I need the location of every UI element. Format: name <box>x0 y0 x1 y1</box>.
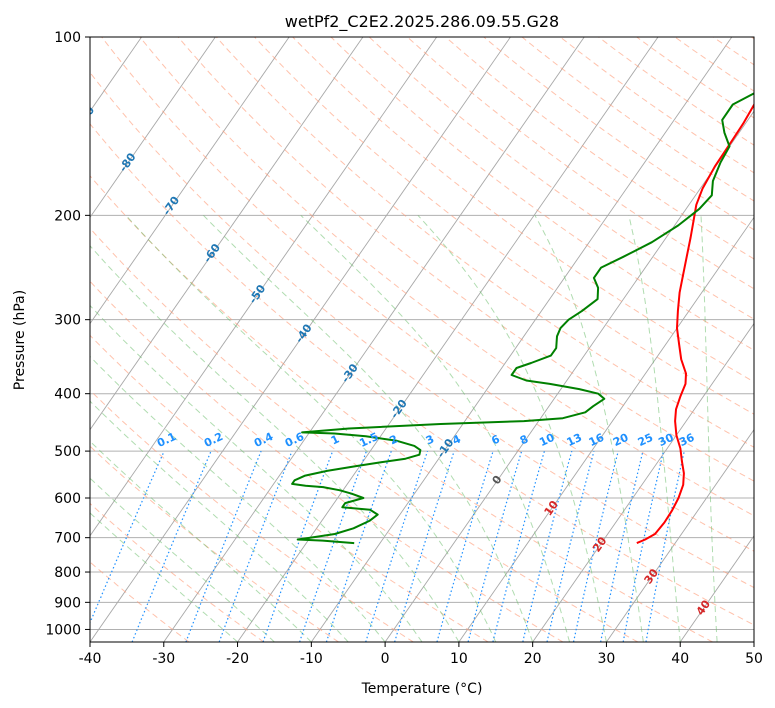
x-tick-label: 20 <box>524 651 542 667</box>
dry-adiabat-line <box>90 71 754 589</box>
mixing-ratio-label: 30 <box>656 431 676 449</box>
x-tick-label: 0 <box>381 651 390 667</box>
dry-adiabat-line <box>90 502 265 642</box>
dry-adiabat-line <box>215 37 754 448</box>
mixing-ratio-label: 20 <box>611 431 631 449</box>
y-tick-label: 500 <box>54 444 81 460</box>
moist-adiabat-line <box>90 477 275 642</box>
mixing-ratio-label: 13 <box>565 431 584 449</box>
y-tick-label: 900 <box>54 595 81 611</box>
mixing-ratio-label: 16 <box>587 431 607 449</box>
isotherm-line <box>163 37 585 642</box>
moist-adiabat-line <box>628 215 681 642</box>
dry-adiabat-line <box>90 227 639 642</box>
moist-adiabat-line <box>700 215 718 642</box>
profile-series-0 <box>636 102 754 545</box>
y-tick-label: 100 <box>54 30 81 46</box>
mixing-ratio-line <box>546 450 595 642</box>
x-tick-label: -40 <box>79 651 102 667</box>
moist-adiabat-line <box>90 440 312 642</box>
moist-adiabat-line <box>125 214 497 642</box>
y-tick-label: 1000 <box>45 622 81 638</box>
dry-adiabat-line <box>254 37 754 415</box>
mixing-ratio-line <box>600 450 644 642</box>
isotherm-line <box>606 428 754 642</box>
dry-adiabat-line <box>368 37 754 320</box>
profile-lines <box>291 92 754 545</box>
mixing-ratio-line <box>572 450 619 642</box>
y-tick-label: 300 <box>54 313 81 329</box>
y-tick-label: 600 <box>54 491 81 507</box>
moist-adiabat-line <box>90 245 460 642</box>
x-axis-label: Temperature (°C) <box>361 681 483 697</box>
mixing-ratio-line <box>218 450 293 642</box>
isotherm-line <box>384 110 754 642</box>
x-tick-label: -10 <box>300 651 323 667</box>
plot-background <box>90 37 754 642</box>
isotherm-line <box>458 216 754 642</box>
plot-frame <box>89 36 755 643</box>
dry-adiabat-line <box>90 175 713 642</box>
x-tick-label: 50 <box>745 651 763 667</box>
dry-adiabat-line <box>139 37 754 517</box>
chart-title: wetPf2_C2E2.2025.286.09.55.G28 <box>285 12 559 32</box>
mixing-ratio-line <box>262 450 334 642</box>
isotherm-line <box>753 641 754 642</box>
dry-adiabat-line <box>90 334 489 642</box>
y-axis-label: Pressure (hPa) <box>12 290 28 390</box>
y-tick-label: 200 <box>54 208 81 224</box>
x-tick-label: -20 <box>226 651 249 667</box>
dry-adiabat-line <box>177 37 754 482</box>
mixing-ratio-line <box>185 450 262 642</box>
y-tick-label: 400 <box>54 387 81 403</box>
background-lines <box>0 37 754 642</box>
mixing-ratio-line <box>492 450 545 642</box>
mixing-ratio-line <box>365 450 429 642</box>
x-tick-label: -30 <box>152 651 175 667</box>
isotherm-line <box>237 37 659 642</box>
moist-adiabat-line <box>90 400 349 642</box>
mixing-ratio-labels: 0.1 0.2 0.4 0.6 1 1.5 2 3 4 6 8 10 13 16 20 25 30 36 <box>155 430 697 450</box>
mixing-ratio-line <box>436 450 494 642</box>
mixing-ratio-label: 36 <box>677 431 697 449</box>
mixing-ratio-line <box>522 450 573 642</box>
mixing-ratio-line <box>325 450 392 642</box>
isotherm-line <box>90 37 364 431</box>
y-tick-label: 800 <box>54 565 81 581</box>
isotherm-line <box>90 37 290 325</box>
x-tick-label: 30 <box>598 651 616 667</box>
isotherm-label: -90 <box>75 104 97 128</box>
mixing-ratio-line <box>467 450 523 642</box>
x-axis-ticks: -40 -30 -20 -10 0 10 20 30 40 50 <box>79 642 763 667</box>
mixing-ratio-line <box>131 450 212 642</box>
dry-adiabat-line <box>407 37 754 290</box>
mixing-ratio-line <box>90 450 165 625</box>
isotherm-line <box>0 37 68 642</box>
x-tick-label: 40 <box>671 651 689 667</box>
dry-adiabat-line <box>90 123 754 626</box>
isotherm-line <box>90 37 438 537</box>
mixing-ratio-label: 10 <box>537 431 557 449</box>
dry-adiabat-line <box>90 389 414 642</box>
x-tick-label: 10 <box>450 651 468 667</box>
isotherm-line <box>532 322 754 642</box>
mixing-ratio-line <box>394 450 455 642</box>
moist-adiabat-line <box>417 214 607 642</box>
moist-adiabat-line <box>534 215 644 642</box>
isotherm-line <box>679 535 754 642</box>
profile-series-1 <box>291 92 754 545</box>
dry-adiabat-line <box>751 37 754 40</box>
mixing-ratio-label: 25 <box>636 431 655 449</box>
moist-adiabat-line <box>300 214 571 642</box>
isotherm-line <box>90 37 216 219</box>
isotherm-label: -100 <box>29 57 56 87</box>
y-axis-ticks: 100 200 300 400 500 600 700 800 900 1000 <box>45 30 90 638</box>
y-tick-label: 700 <box>54 531 81 547</box>
